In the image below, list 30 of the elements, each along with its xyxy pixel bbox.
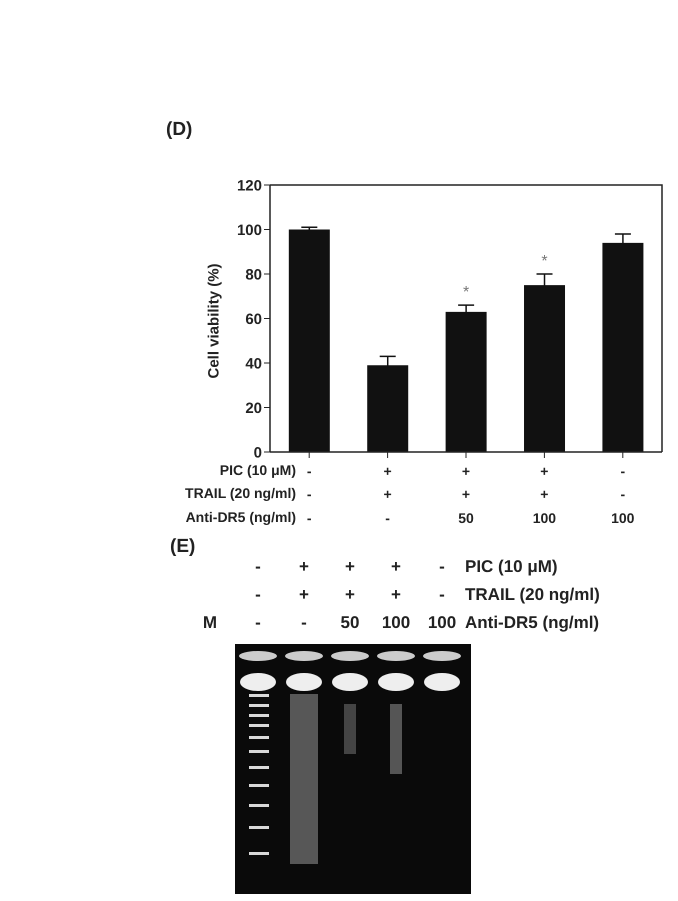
data-label: * <box>463 284 470 302</box>
text: Anti-DR5 (ng/ml) <box>465 613 600 632</box>
y-axis-title: Cell viability (%) <box>205 263 222 378</box>
text: TRAIL (20 ng/ml) <box>185 485 296 501</box>
y-tick-label: 80 <box>245 266 262 284</box>
text: Anti-DR5 (ng/ml) <box>186 509 296 525</box>
y-tick-label: 0 <box>254 444 262 462</box>
x-tick-label: - - - <box>306 463 312 526</box>
category-label: + + 50 <box>340 557 360 632</box>
y-tick-label: 20 <box>245 400 262 417</box>
y-tick-label: 100 <box>236 222 262 239</box>
bar <box>288 230 330 452</box>
y-tick-label: 40 <box>245 355 262 372</box>
data-label: * <box>541 253 548 270</box>
text: PIC (10 μM) <box>465 557 558 576</box>
x-tick-label: + + 50 <box>458 463 474 526</box>
y-tick-label: 120 <box>236 177 262 194</box>
text: (E) <box>170 536 196 557</box>
category-label: + + - <box>299 557 310 632</box>
text: PIC (10 μM) <box>220 462 296 478</box>
category-label: M <box>202 613 218 632</box>
y-tick-label: 60 <box>245 310 262 328</box>
text: TRAIL (20 ng/ml) <box>465 585 600 604</box>
chart-title: (D) <box>166 119 192 140</box>
category-label: - - 100 <box>428 557 456 632</box>
category-label: - - - <box>255 557 261 632</box>
x-tick-label: + + - <box>384 463 392 526</box>
x-tick-label: - - 100 <box>611 463 635 526</box>
category-label: + + 100 <box>382 557 410 632</box>
x-tick-label: + + 100 <box>532 463 556 526</box>
